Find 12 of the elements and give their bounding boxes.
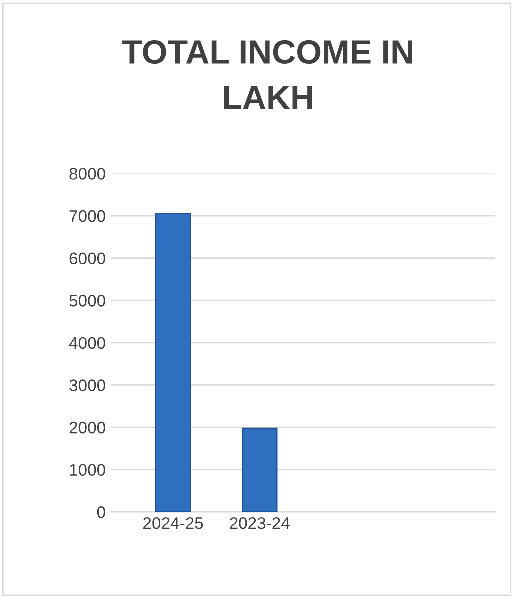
y-tick-label: 6000 [70, 252, 106, 265]
x-tick-label: 2024-25 [144, 517, 204, 530]
y-tick-label: 1000 [70, 464, 106, 476]
y-tick-label: 7000 [70, 210, 106, 222]
y-tick-label: 8000 [70, 168, 106, 180]
chart-title: TOTAL INCOME IN LAKH [122, 40, 412, 110]
y-tick-label: 4000 [69, 337, 106, 350]
y-tick-label: 5000 [70, 295, 106, 307]
y-tick-label: 3000 [70, 380, 106, 392]
x-tick-label: 2023-24 [230, 517, 290, 530]
y-tick-label: 0 [97, 506, 106, 518]
y-tick-label: 2000 [70, 422, 106, 434]
